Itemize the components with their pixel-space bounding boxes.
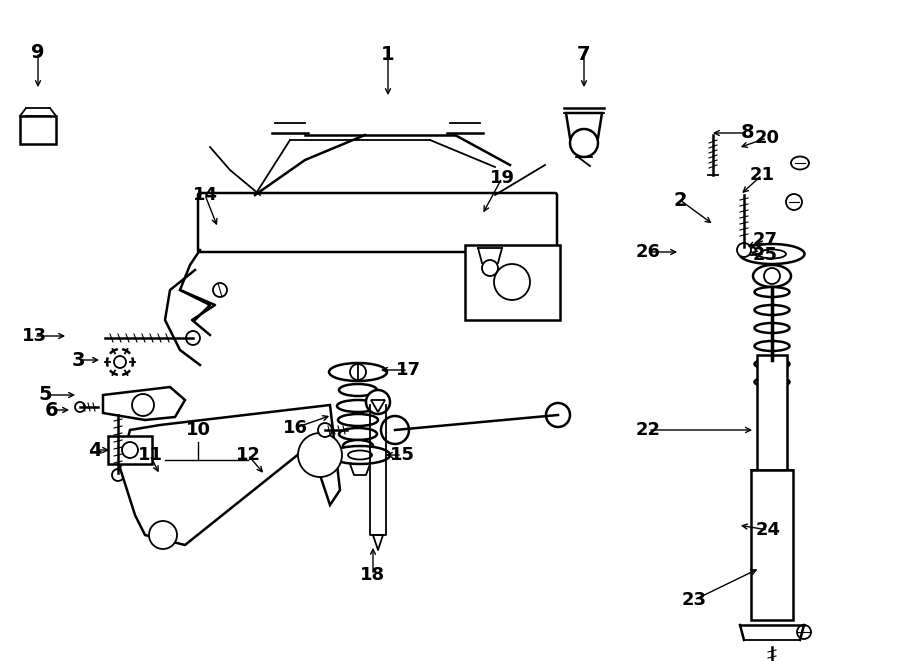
Text: 18: 18: [360, 566, 385, 584]
Circle shape: [350, 364, 366, 380]
Ellipse shape: [748, 247, 756, 253]
Ellipse shape: [754, 287, 789, 297]
Text: 8: 8: [742, 124, 755, 143]
Bar: [20, 116, 56, 144]
Circle shape: [186, 331, 200, 345]
Ellipse shape: [754, 359, 789, 369]
Text: 13: 13: [22, 327, 47, 345]
Circle shape: [482, 260, 498, 276]
Text: 5: 5: [38, 385, 52, 405]
Circle shape: [112, 469, 124, 481]
Text: 3: 3: [71, 350, 85, 369]
Circle shape: [75, 402, 85, 412]
Ellipse shape: [343, 440, 373, 452]
Circle shape: [213, 283, 227, 297]
Polygon shape: [120, 405, 340, 545]
Ellipse shape: [754, 305, 789, 315]
Text: 23: 23: [681, 591, 706, 609]
Text: 15: 15: [390, 446, 415, 464]
Text: 2: 2: [673, 190, 687, 210]
Text: 27: 27: [752, 231, 778, 249]
Ellipse shape: [754, 377, 789, 387]
Text: 24: 24: [755, 521, 780, 539]
Ellipse shape: [329, 363, 387, 381]
Text: 16: 16: [283, 419, 308, 437]
Ellipse shape: [754, 323, 789, 333]
Polygon shape: [371, 400, 385, 412]
Ellipse shape: [339, 428, 377, 440]
Circle shape: [132, 394, 154, 416]
Text: 12: 12: [236, 446, 260, 464]
Bar: [751, 470, 793, 620]
Bar: [108, 436, 152, 464]
Ellipse shape: [758, 249, 786, 258]
Text: 25: 25: [752, 246, 778, 264]
Circle shape: [298, 433, 342, 477]
Text: 9: 9: [32, 42, 45, 61]
Circle shape: [546, 403, 570, 427]
Ellipse shape: [740, 244, 805, 264]
Circle shape: [570, 129, 598, 157]
Circle shape: [366, 390, 390, 414]
Polygon shape: [103, 387, 185, 420]
FancyBboxPatch shape: [198, 193, 557, 252]
Text: 14: 14: [193, 186, 218, 204]
Text: 6: 6: [45, 401, 58, 420]
Circle shape: [318, 423, 332, 437]
Circle shape: [764, 268, 780, 284]
Text: 17: 17: [395, 361, 420, 379]
Text: 1: 1: [382, 46, 395, 65]
Circle shape: [114, 356, 126, 368]
Ellipse shape: [330, 446, 390, 464]
Text: 20: 20: [754, 129, 779, 147]
Text: 21: 21: [750, 166, 775, 184]
Circle shape: [737, 243, 751, 257]
Bar: [757, 355, 787, 470]
Circle shape: [797, 625, 811, 639]
Text: 19: 19: [490, 169, 515, 187]
Ellipse shape: [786, 194, 802, 210]
Text: 22: 22: [635, 421, 661, 439]
Ellipse shape: [742, 245, 762, 255]
Text: 4: 4: [88, 440, 102, 459]
Ellipse shape: [337, 400, 379, 412]
Circle shape: [122, 442, 138, 458]
Ellipse shape: [791, 157, 809, 169]
Text: 7: 7: [577, 46, 590, 65]
Ellipse shape: [338, 414, 378, 426]
Ellipse shape: [348, 451, 372, 459]
Ellipse shape: [339, 384, 377, 396]
Circle shape: [494, 264, 530, 300]
Ellipse shape: [754, 341, 789, 351]
Text: 10: 10: [185, 421, 211, 439]
Circle shape: [149, 521, 177, 549]
Ellipse shape: [753, 265, 791, 287]
Circle shape: [381, 416, 409, 444]
Text: 26: 26: [635, 243, 661, 261]
Bar: [465, 245, 560, 320]
Text: 11: 11: [138, 446, 163, 464]
